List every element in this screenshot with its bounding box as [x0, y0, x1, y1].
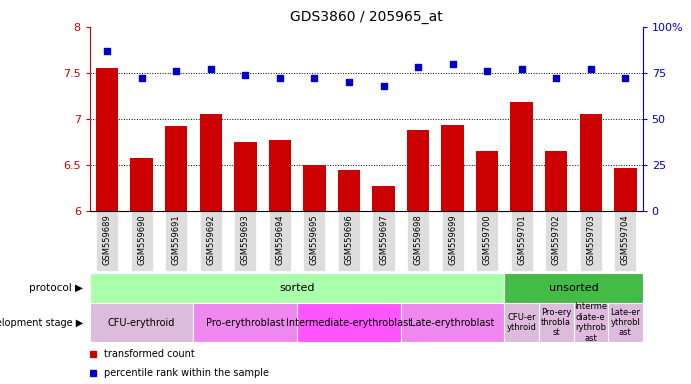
Point: [482, 68, 493, 74]
Text: Late-erythroblast: Late-erythroblast: [410, 318, 495, 328]
Point: [102, 48, 113, 54]
Bar: [234, 142, 256, 211]
Point: [620, 75, 631, 81]
Point: [136, 75, 147, 81]
Point: [378, 83, 389, 89]
Bar: [303, 165, 325, 211]
Point: [516, 66, 527, 72]
Text: Late-er
ythrobl
ast: Late-er ythrobl ast: [610, 308, 641, 338]
Bar: [193, 303, 297, 342]
Title: GDS3860 / 205965_at: GDS3860 / 205965_at: [290, 10, 443, 25]
Bar: [511, 103, 533, 211]
Bar: [401, 303, 504, 342]
Point: [171, 68, 182, 74]
Point: [551, 75, 562, 81]
Bar: [372, 186, 395, 211]
Point: [413, 65, 424, 71]
Text: CFU-er
ythroid: CFU-er ythroid: [507, 313, 537, 332]
Bar: [504, 273, 643, 303]
Point: [309, 75, 320, 81]
Text: percentile rank within the sample: percentile rank within the sample: [104, 368, 269, 378]
Bar: [545, 151, 567, 211]
Text: development stage ▶: development stage ▶: [0, 318, 83, 328]
Text: CFU-erythroid: CFU-erythroid: [108, 318, 176, 328]
Bar: [338, 170, 360, 211]
Bar: [574, 303, 608, 342]
Text: Pro-ery
throbla
st: Pro-ery throbla st: [541, 308, 571, 338]
Text: Intermediate-erythroblast: Intermediate-erythroblast: [286, 318, 412, 328]
Bar: [165, 126, 187, 211]
Point: [585, 66, 596, 72]
Text: transformed count: transformed count: [104, 349, 194, 359]
Text: Pro-erythroblast: Pro-erythroblast: [206, 318, 285, 328]
Bar: [476, 151, 498, 211]
Bar: [297, 303, 401, 342]
Bar: [407, 130, 429, 211]
Bar: [580, 114, 602, 211]
Bar: [442, 126, 464, 211]
Point: [205, 66, 216, 72]
Bar: [131, 158, 153, 211]
Point: [343, 79, 354, 85]
Point: [274, 75, 285, 81]
Point: [447, 61, 458, 67]
Text: Interme
diate-e
rythrob
ast: Interme diate-e rythrob ast: [574, 303, 607, 343]
Text: protocol ▶: protocol ▶: [29, 283, 83, 293]
Bar: [90, 303, 193, 342]
Bar: [200, 114, 222, 211]
Bar: [608, 303, 643, 342]
Point: [240, 72, 251, 78]
Bar: [269, 140, 291, 211]
Text: unsorted: unsorted: [549, 283, 598, 293]
Text: sorted: sorted: [279, 283, 315, 293]
Bar: [96, 68, 118, 211]
Bar: [90, 273, 504, 303]
Bar: [504, 303, 539, 342]
Bar: [539, 303, 574, 342]
Bar: [614, 168, 636, 211]
